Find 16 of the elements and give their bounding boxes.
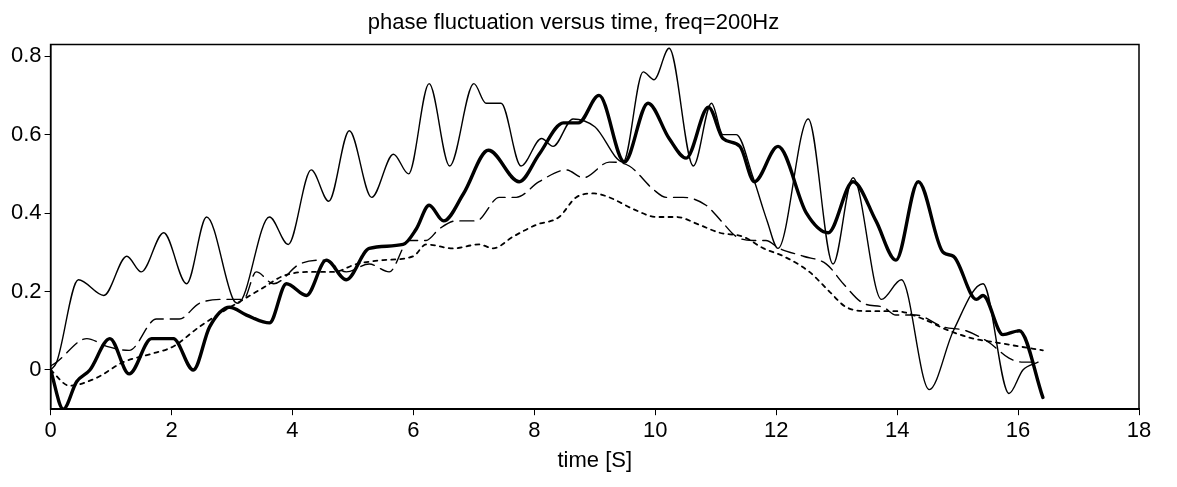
x-axis-title: time [S]: [557, 446, 633, 472]
y-tick-label: 0.6: [10, 120, 42, 146]
x-tick-label: 12: [763, 417, 789, 443]
x-tick-label: 4: [286, 417, 299, 443]
x-tick-label: 10: [643, 417, 668, 443]
chart-title: phase fluctuation versus time, freq=200Hz: [367, 9, 780, 35]
y-tick-label: 0.8: [10, 42, 42, 68]
x-tick-label: 18: [1126, 417, 1152, 443]
y-tick-label: 0.4: [10, 199, 42, 225]
y-tick-label: 0: [29, 356, 42, 382]
y-tick-label: 0.2: [10, 277, 42, 303]
x-tick-label: 2: [165, 417, 178, 443]
x-tick-label: 8: [528, 417, 541, 443]
x-tick-label: 14: [884, 417, 910, 443]
x-tick-label: 16: [1005, 417, 1031, 443]
x-tick-label: 6: [407, 417, 420, 443]
